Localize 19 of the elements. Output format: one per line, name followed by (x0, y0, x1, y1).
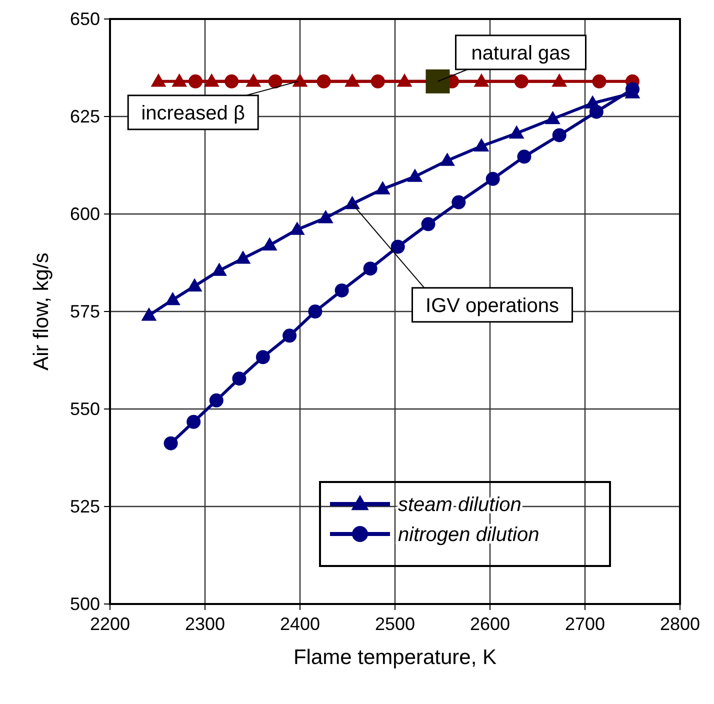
x-axis-title: Flame temperature, K (293, 646, 497, 669)
y-tick-label: 625 (70, 106, 100, 126)
annotation: natural gas (471, 42, 570, 64)
annotation: increased β (141, 102, 245, 124)
y-tick-label: 600 (70, 204, 100, 224)
x-tick-label: 2300 (184, 614, 226, 634)
y-tick-label: 525 (70, 496, 100, 516)
x-tick-label: 2700 (564, 614, 606, 634)
x-tick-label: 2500 (374, 614, 416, 634)
y-tick-label: 650 (70, 9, 100, 29)
y-axis-title: Air flow, kg/s (30, 252, 53, 370)
y-tick-label: 500 (70, 594, 100, 614)
y-tick-label: 550 (70, 399, 100, 419)
x-tick-label: 2600 (470, 614, 510, 634)
x-tick-label: 2400 (280, 614, 320, 634)
x-tick-label: 2800 (660, 614, 700, 634)
y-tick-label: 575 (70, 302, 100, 322)
annotation: IGV operations (426, 294, 559, 317)
x-tick-label: 2200 (90, 614, 130, 634)
